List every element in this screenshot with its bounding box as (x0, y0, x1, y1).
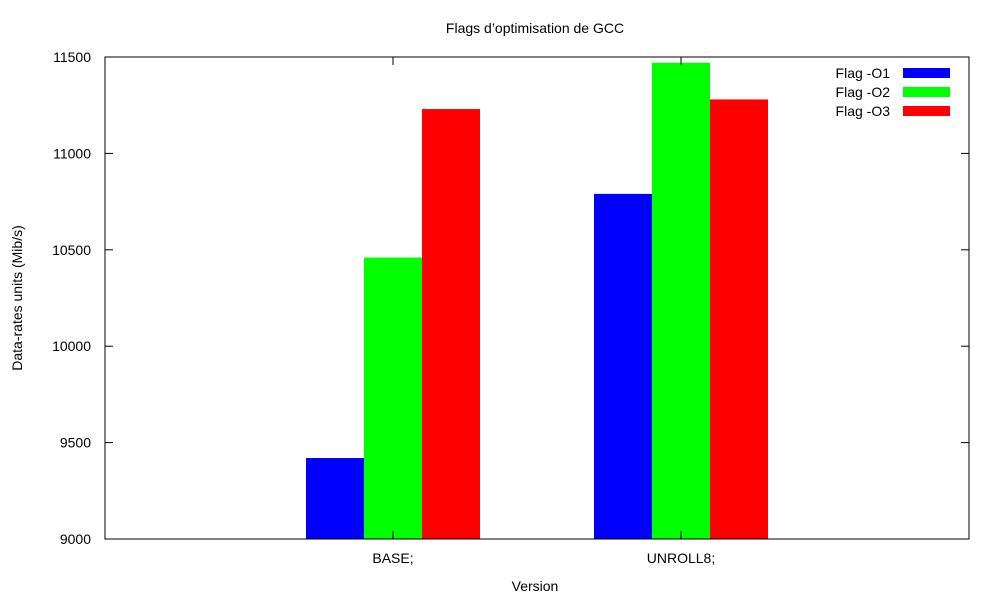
bar (364, 257, 422, 539)
chart-title: Flags d’optimisation de GCC (446, 20, 624, 36)
x-tick-label: BASE; (372, 550, 413, 566)
bar (594, 193, 652, 539)
legend-label: Flag -O2 (836, 84, 891, 100)
bar (422, 109, 480, 539)
y-tick-label: 11500 (53, 49, 91, 65)
plot-frame (104, 56, 970, 540)
y-tick-label: 9500 (60, 435, 91, 451)
bar (710, 99, 768, 539)
legend: Flag -O1 Flag -O2 Flag -O3 (836, 65, 950, 119)
bars-group (306, 62, 768, 540)
legend-label: Flag -O1 (836, 65, 891, 81)
y-tick-label: 10000 (52, 338, 91, 354)
legend-label: Flag -O3 (836, 103, 891, 119)
y-axis: 9000 9500 10000 10500 11000 11500 (52, 49, 969, 547)
x-axis-label: Version (512, 578, 559, 594)
y-tick-label: 9000 (60, 531, 91, 547)
bar (652, 62, 710, 540)
y-tick-label: 11000 (53, 145, 91, 161)
y-tick-label: 10500 (52, 242, 91, 258)
bar (306, 458, 364, 539)
y-axis-label: Data-rates units (Mib/s) (9, 225, 25, 370)
legend-swatch (903, 106, 950, 116)
x-axis: BASE; UNROLL8; (372, 57, 715, 566)
x-tick-label: UNROLL8; (647, 550, 715, 566)
legend-swatch (903, 87, 950, 97)
legend-swatch (903, 68, 950, 78)
